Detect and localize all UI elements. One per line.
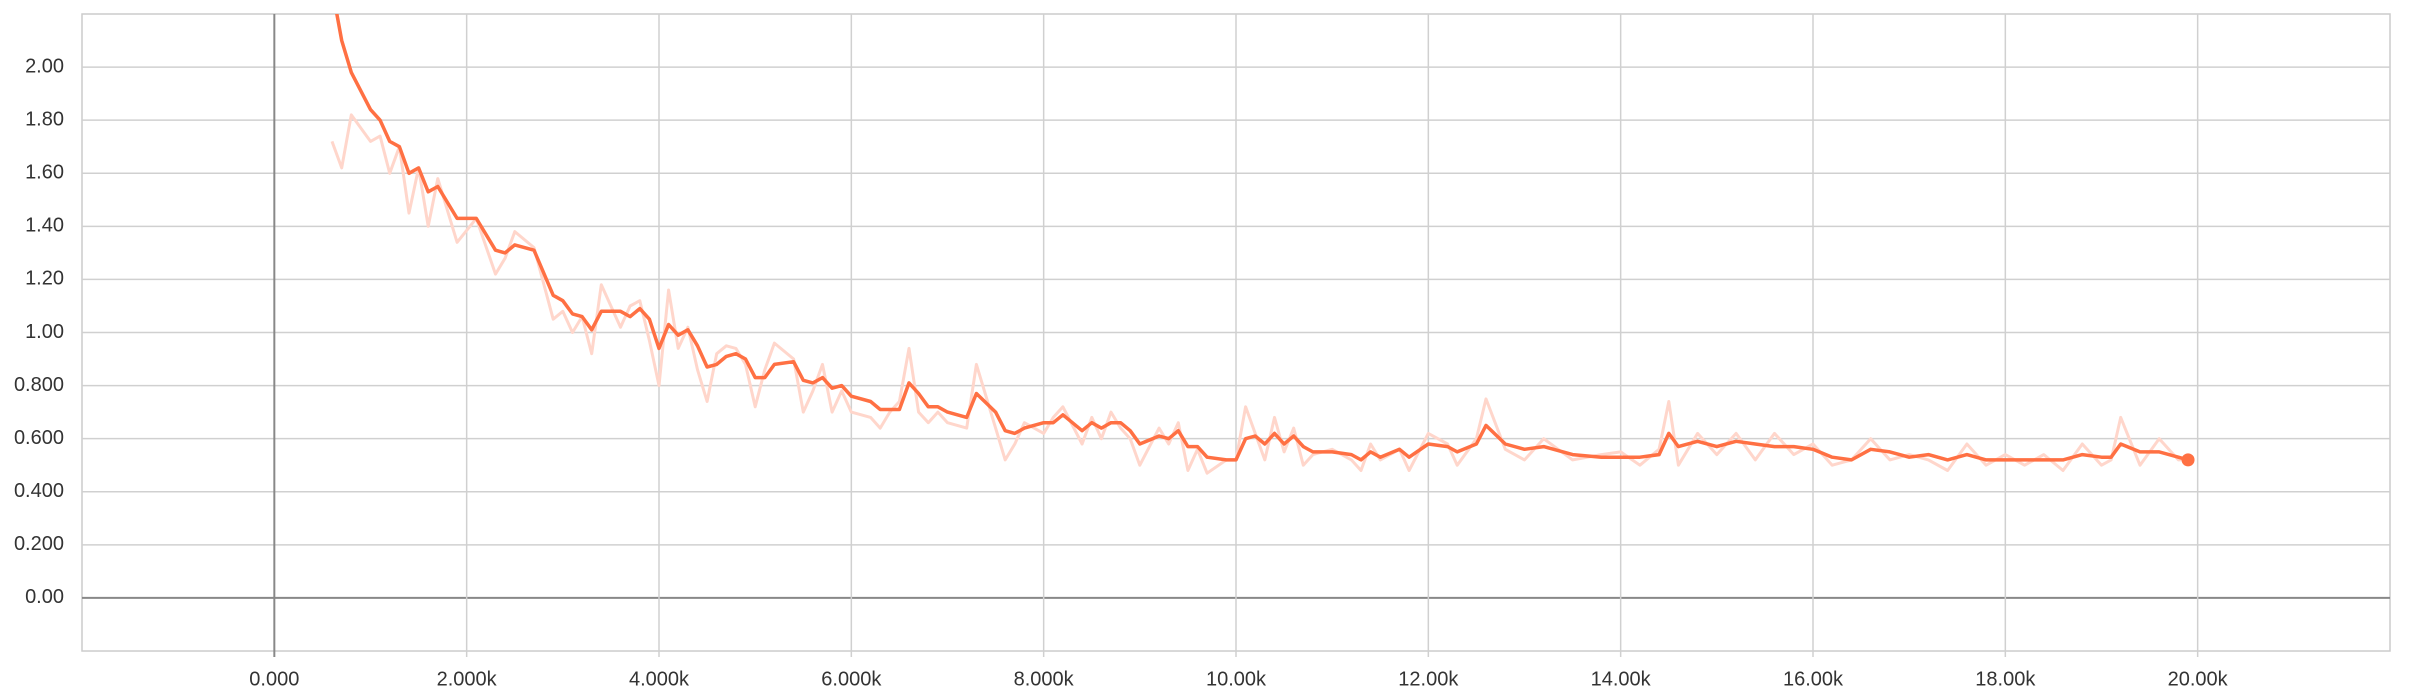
y-tick-label: 1.00: [25, 321, 64, 343]
y-tick-label: 0.400: [14, 480, 64, 502]
x-tick-label: 0.000: [249, 668, 299, 690]
y-tick-label: 1.40: [25, 215, 64, 237]
y-tick-label: 1.20: [25, 268, 64, 290]
y-tick-label: 0.800: [14, 374, 64, 396]
series-line: [335, 14, 2189, 462]
y-tick-label: 0.600: [14, 427, 64, 449]
x-tick-label: 20.00k: [2168, 668, 2229, 690]
x-tick-label: 8.000k: [1014, 668, 1075, 690]
x-tick-label: 16.00k: [1783, 668, 1844, 690]
y-tick-label: 1.60: [25, 162, 64, 184]
y-tick-label: 1.80: [25, 108, 64, 130]
x-tick-label: 18.00k: [1975, 668, 2036, 690]
x-tick-label: 6.000k: [821, 668, 882, 690]
series-line: [330, 113, 2188, 475]
y-tick-label: 0.00: [25, 586, 64, 608]
plot-area: [330, 14, 2195, 475]
y-tick-label: 2.00: [25, 55, 64, 77]
x-tick-label: 4.000k: [629, 668, 690, 690]
x-tick-label: 12.00k: [1398, 668, 1459, 690]
x-tick-label: 10.00k: [1206, 668, 1267, 690]
last-point: [2181, 453, 2195, 467]
x-tick-label: 14.00k: [1591, 668, 1652, 690]
x-tick-label: 2.000k: [437, 668, 498, 690]
y-tick-label: 0.200: [14, 533, 64, 555]
